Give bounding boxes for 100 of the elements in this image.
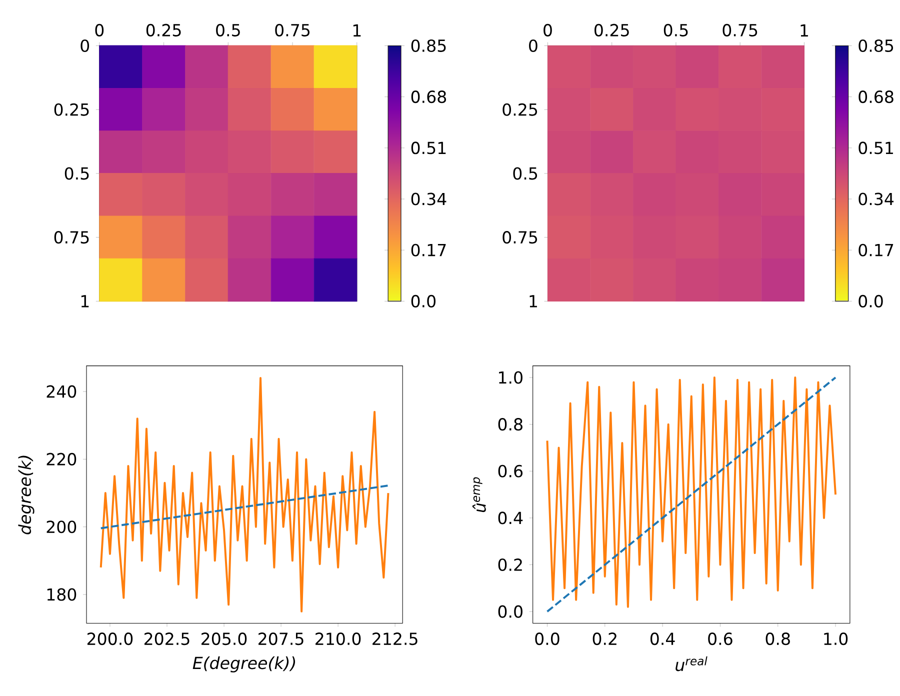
y-tick-label: 240 — [46, 385, 76, 398]
point — [761, 216, 804, 259]
x-tick-label: 0.8 — [766, 632, 790, 646]
point — [270, 45, 314, 89]
point — [185, 173, 228, 216]
point — [314, 216, 358, 260]
y-tick-label: 0.8 — [498, 418, 522, 431]
x-tick-label: 210.0 — [316, 632, 361, 646]
x-axis-title: u$^{real}$ — [676, 656, 708, 672]
x-axis-title: E(degree(k)) — [192, 656, 296, 672]
color-bar-label: 0.34 — [858, 192, 894, 206]
x-tick-label: 0.5 — [664, 24, 688, 37]
y-tick-label: 0.25 — [54, 103, 89, 116]
x-tick-label: 207.5 — [258, 632, 304, 646]
point — [676, 45, 719, 89]
point — [270, 216, 314, 260]
y-tick-label: 0.75 — [502, 231, 538, 244]
point — [547, 173, 591, 216]
y-tick-label: 1 — [530, 295, 537, 308]
point — [142, 45, 186, 89]
x-tick-label: 0.2 — [592, 632, 616, 646]
point — [228, 88, 272, 132]
y-tick-label: 1.0 — [499, 371, 522, 384]
point — [185, 258, 228, 302]
point — [547, 216, 591, 259]
point — [142, 258, 186, 302]
x-tick-label: 0.5 — [216, 24, 240, 37]
point — [99, 130, 142, 174]
point — [590, 88, 634, 132]
point — [270, 88, 314, 132]
point — [633, 258, 676, 302]
color-bar-label: 0.0 — [858, 294, 883, 308]
y-tick-label: 0.25 — [502, 103, 538, 116]
point — [185, 216, 228, 260]
point — [142, 88, 186, 132]
y-tick-label: 0.0 — [498, 605, 522, 618]
point — [99, 88, 142, 132]
y-tick-label: 0.4 — [498, 512, 523, 524]
point — [314, 258, 358, 302]
point — [547, 130, 591, 174]
x-tick-label: 0.6 — [708, 632, 732, 646]
point — [314, 173, 358, 216]
color-bar-label: 0.17 — [411, 244, 446, 256]
x-tick-label: 1.0 — [824, 632, 848, 646]
point — [228, 216, 272, 260]
point — [185, 88, 228, 132]
color-bar-label: 0.17 — [858, 244, 894, 256]
x-tick-label: 205.0 — [202, 632, 247, 646]
y-tick-label: 0.2 — [498, 558, 522, 572]
color-bar-label: 0.34 — [411, 192, 446, 206]
x-tick-label: 0 — [544, 24, 552, 37]
point — [761, 88, 804, 132]
point — [718, 258, 762, 302]
point — [228, 45, 272, 89]
color-bar-label: 0.68 — [411, 90, 446, 104]
point — [270, 258, 314, 302]
x-tick-label: 212.5 — [372, 632, 418, 646]
point — [314, 88, 358, 132]
color-bar-label: 0.51 — [411, 142, 446, 154]
point — [547, 88, 591, 132]
x-tick-label: 1 — [800, 24, 808, 37]
point — [718, 45, 762, 89]
point — [761, 258, 804, 302]
x-tick-label: 0.4 — [650, 632, 675, 646]
point — [761, 173, 804, 216]
line-series — [100, 377, 390, 613]
point — [185, 45, 228, 89]
x-tick-label: 202.5 — [144, 632, 190, 646]
y-tick-label: 220 — [46, 452, 76, 466]
color-bar-label: 0.68 — [858, 90, 894, 104]
x-tick-label: 200.0 — [87, 632, 133, 646]
y-tick-label: 0.75 — [54, 231, 89, 244]
x-tick-label: 0.25 — [594, 24, 629, 37]
point — [99, 173, 142, 216]
color-bar-label: 0.51 — [858, 142, 893, 154]
point — [185, 130, 228, 174]
y-tick-label: 1 — [81, 295, 89, 308]
point — [314, 130, 358, 174]
y-tick-label: 0.5 — [513, 167, 538, 180]
color-bar-label: 0.0 — [411, 294, 436, 308]
y-tick-label: 180 — [47, 588, 76, 601]
y-tick-label: 0.6 — [498, 464, 523, 478]
y-tick-label: 0.5 — [64, 167, 89, 180]
point — [590, 130, 634, 174]
point — [99, 45, 142, 89]
point — [547, 258, 591, 302]
point — [228, 173, 272, 216]
point — [633, 45, 676, 89]
point — [228, 130, 272, 174]
y-axis-title: û$^{emp}$ — [472, 477, 486, 512]
point — [270, 130, 314, 174]
point — [590, 258, 634, 302]
point — [270, 173, 314, 216]
point — [142, 216, 186, 260]
point — [99, 216, 142, 260]
point — [99, 258, 142, 302]
x-tick-label: 1 — [353, 24, 361, 37]
point — [761, 45, 804, 89]
x-tick-label: 0 — [95, 24, 104, 37]
x-tick-label: 0.25 — [146, 24, 181, 37]
